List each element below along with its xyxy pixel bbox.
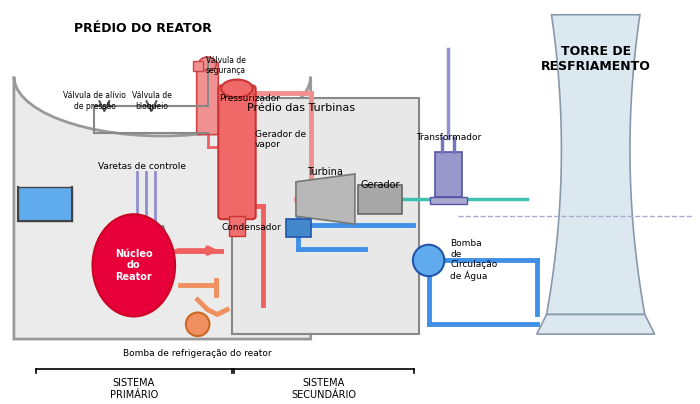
Text: Válvula de
segurança: Válvula de segurança <box>206 56 246 76</box>
Text: TORRE DE
RESFRIAMENTO: TORRE DE RESFRIAMENTO <box>540 45 650 73</box>
Bar <box>358 185 402 214</box>
Text: Turbina: Turbina <box>307 167 344 177</box>
Text: Bomba de refrigeração do reator: Bomba de refrigeração do reator <box>123 349 272 358</box>
Polygon shape <box>296 174 355 224</box>
Ellipse shape <box>92 214 175 316</box>
FancyBboxPatch shape <box>197 62 218 135</box>
Text: Condensador: Condensador <box>221 223 281 232</box>
Bar <box>435 152 462 197</box>
Text: Transformador: Transformador <box>416 133 481 142</box>
Text: Prédio das Turbinas: Prédio das Turbinas <box>247 103 355 113</box>
Text: Pressurizador: Pressurizador <box>219 94 280 103</box>
Text: PRÉDIO DO REATOR: PRÉDIO DO REATOR <box>74 22 211 35</box>
Text: SISTEMA
SECUNDÁRIO: SISTEMA SECUNDÁRIO <box>291 379 356 400</box>
Ellipse shape <box>199 57 216 71</box>
Text: Válvula de
bloqueio: Válvula de bloqueio <box>132 91 172 111</box>
Polygon shape <box>121 226 171 250</box>
Polygon shape <box>14 77 311 339</box>
Ellipse shape <box>221 80 253 97</box>
Text: Gerador de
vapor: Gerador de vapor <box>255 130 306 149</box>
FancyBboxPatch shape <box>218 86 256 219</box>
Bar <box>18 187 72 221</box>
Circle shape <box>413 245 444 276</box>
Text: Válvula de alívio
de pressão: Válvula de alívio de pressão <box>63 91 126 111</box>
Bar <box>286 219 311 237</box>
Polygon shape <box>537 314 654 334</box>
Polygon shape <box>547 15 645 314</box>
Text: Varetas de controle: Varetas de controle <box>98 162 186 171</box>
Bar <box>229 216 245 236</box>
Bar <box>430 197 467 204</box>
Bar <box>193 61 202 71</box>
Circle shape <box>186 313 209 336</box>
Text: Bomba
de
Circulação
de Água: Bomba de Circulação de Água <box>450 240 498 282</box>
FancyBboxPatch shape <box>232 98 419 334</box>
Text: Núcleo
do
Reator: Núcleo do Reator <box>115 249 153 282</box>
Text: Gerador: Gerador <box>360 180 400 190</box>
Text: SISTEMA
PRIMÁRIO: SISTEMA PRIMÁRIO <box>110 379 158 400</box>
